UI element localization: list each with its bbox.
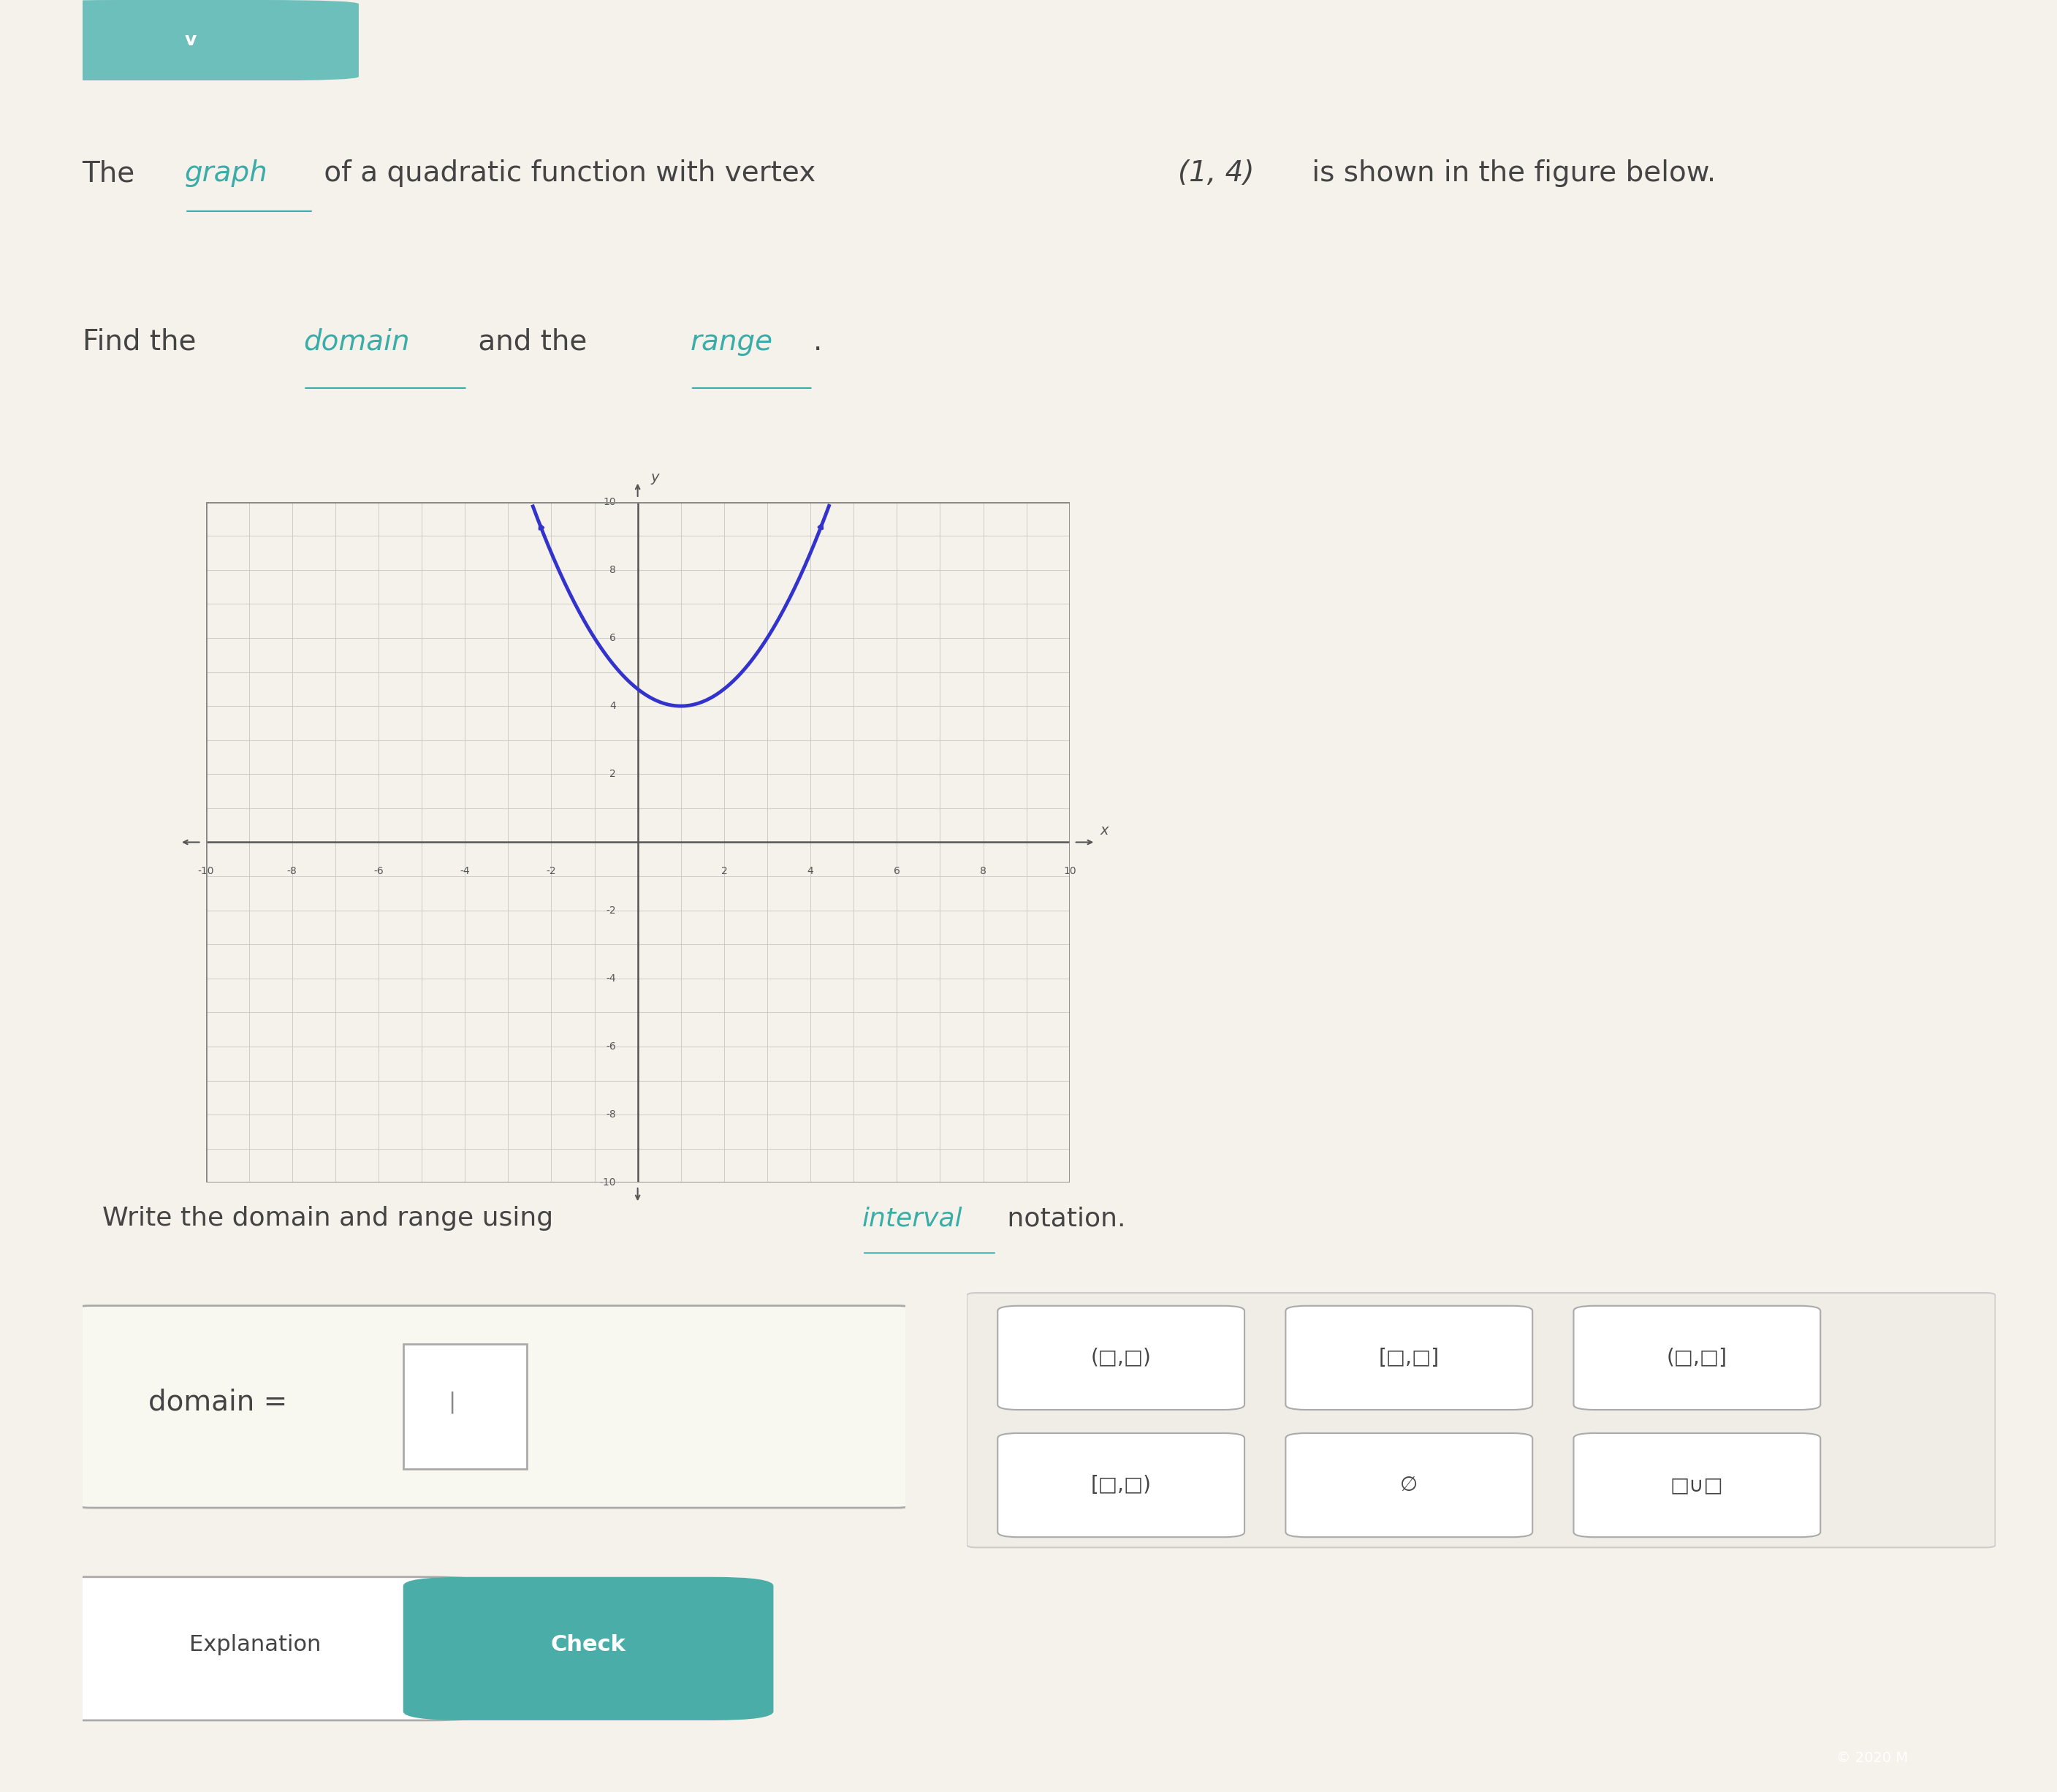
Text: graph: graph [185,159,267,186]
Text: -6: -6 [607,1041,617,1052]
Text: © 2020 M: © 2020 M [1837,1751,1907,1765]
Text: domain =: domain = [148,1389,296,1416]
Text: -6: -6 [374,866,383,876]
Text: Explanation: Explanation [189,1634,321,1656]
Text: The: The [82,159,144,186]
Text: |: | [448,1391,455,1414]
Text: 8: 8 [979,866,987,876]
Text: -4: -4 [461,866,469,876]
FancyBboxPatch shape [1574,1434,1820,1538]
Text: range: range [691,328,773,355]
Text: 10: 10 [603,496,617,507]
FancyBboxPatch shape [74,1306,913,1507]
FancyBboxPatch shape [403,1344,527,1469]
Text: -2: -2 [607,905,617,916]
Text: □∪□: □∪□ [1670,1475,1724,1495]
FancyBboxPatch shape [21,1577,490,1720]
Text: ∅: ∅ [1401,1475,1417,1495]
Text: Find the: Find the [82,328,206,355]
FancyBboxPatch shape [1286,1434,1532,1538]
Text: -2: -2 [547,866,555,876]
FancyBboxPatch shape [23,0,358,81]
Text: -10: -10 [601,1177,617,1188]
Text: 2: 2 [720,866,728,876]
Text: -8: -8 [607,1109,617,1120]
Text: v: v [185,32,197,48]
Text: 2: 2 [609,769,617,780]
Text: [□,□]: [□,□] [1378,1348,1440,1367]
Text: x: x [1100,823,1109,837]
Text: is shown in the figure below.: is shown in the figure below. [1302,159,1716,186]
Text: interval: interval [862,1206,963,1231]
Text: Write the domain and range using: Write the domain and range using [103,1206,562,1231]
FancyBboxPatch shape [1574,1306,1820,1410]
Text: .: . [813,328,823,355]
Text: notation.: notation. [998,1206,1125,1231]
Text: -8: -8 [288,866,296,876]
Text: domain: domain [304,328,409,355]
Text: 10: 10 [1063,866,1076,876]
FancyBboxPatch shape [967,1292,1995,1548]
Text: -10: -10 [197,866,214,876]
Text: 6: 6 [609,633,617,643]
Text: 8: 8 [609,564,617,575]
Text: (□,□): (□,□) [1090,1348,1152,1367]
Text: (□,□]: (□,□] [1666,1348,1728,1367]
Text: and the: and the [469,328,597,355]
Text: 6: 6 [893,866,901,876]
Text: Check: Check [551,1634,625,1656]
FancyBboxPatch shape [403,1577,773,1720]
FancyBboxPatch shape [998,1434,1244,1538]
Text: of a quadratic function with vertex: of a quadratic function with vertex [315,159,825,186]
Text: 4: 4 [609,701,617,711]
Text: [□,□): [□,□) [1090,1475,1152,1495]
FancyBboxPatch shape [998,1306,1244,1410]
Text: (1, 4): (1, 4) [1179,159,1255,186]
Text: 4: 4 [806,866,815,876]
Text: y: y [650,471,658,486]
FancyBboxPatch shape [1286,1306,1532,1410]
Text: -4: -4 [607,973,617,984]
